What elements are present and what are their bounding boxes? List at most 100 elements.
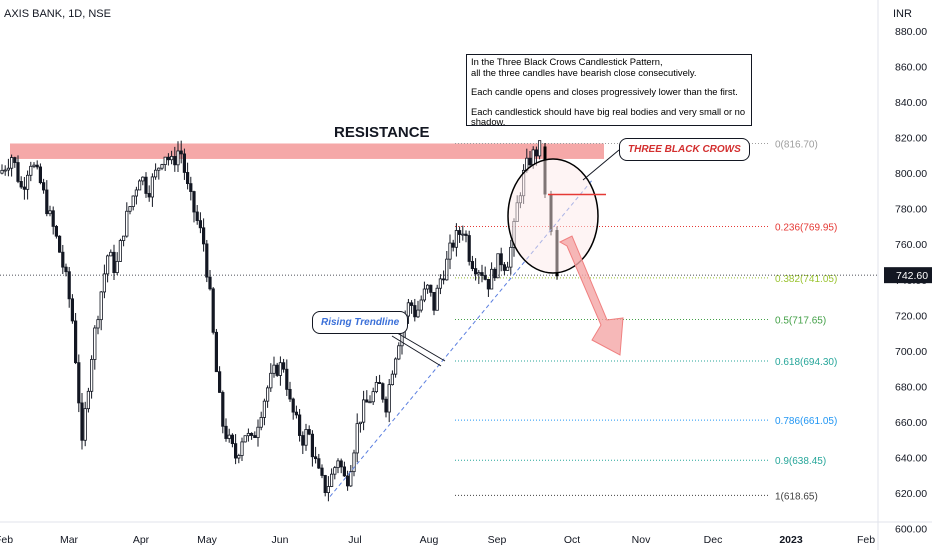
candle-body-61 bbox=[195, 211, 199, 222]
candle-body-74 bbox=[237, 455, 241, 459]
candle-body-44 bbox=[141, 176, 145, 182]
candle-body-145 bbox=[464, 233, 468, 236]
candle-body-12 bbox=[38, 166, 43, 184]
currency-label: INR bbox=[893, 8, 912, 20]
candle-body-81 bbox=[259, 417, 263, 428]
candle-body-58 bbox=[185, 172, 190, 185]
candle-body-109 bbox=[349, 471, 353, 487]
candle-body-79 bbox=[253, 435, 257, 439]
candle-body-157 bbox=[502, 264, 507, 271]
candle-body-68 bbox=[217, 371, 222, 393]
candle-body-142 bbox=[454, 230, 459, 248]
three-black-crows-callout: THREE BLACK CROWS bbox=[619, 138, 750, 161]
candle-body-96 bbox=[307, 429, 311, 435]
candle-body-72 bbox=[230, 434, 234, 445]
candle-body-86 bbox=[275, 364, 279, 376]
x-tick-8: Oct bbox=[564, 534, 580, 546]
candle-body-158 bbox=[505, 266, 510, 271]
candle-body-127 bbox=[406, 302, 411, 317]
candle-body-152 bbox=[486, 278, 491, 290]
candle-body-71 bbox=[227, 434, 231, 439]
candle-body-131 bbox=[419, 299, 423, 311]
y-tick-2: 840.00 bbox=[895, 97, 927, 109]
x-tick-11: 2023 bbox=[779, 534, 803, 546]
candle-body-0 bbox=[0, 169, 4, 174]
candle-body-37 bbox=[118, 240, 122, 262]
candle-body-118 bbox=[377, 382, 382, 385]
candle-body-49 bbox=[157, 167, 161, 171]
candle-body-19 bbox=[61, 251, 65, 268]
candle-body-114 bbox=[365, 399, 369, 403]
candle-body-167 bbox=[534, 149, 539, 157]
candle-body-103 bbox=[329, 473, 334, 487]
candle-body-156 bbox=[499, 253, 503, 266]
candle-body-65 bbox=[208, 276, 212, 290]
candle-body-110 bbox=[352, 452, 356, 473]
candle-body-90 bbox=[288, 388, 292, 400]
resistance-label: RESISTANCE bbox=[334, 124, 430, 141]
y-tick-14: 600.00 bbox=[895, 524, 927, 536]
candle-body-55 bbox=[176, 150, 180, 166]
candle-body-17 bbox=[54, 226, 59, 237]
x-tick-4: Jun bbox=[272, 534, 289, 546]
x-tick-1: Mar bbox=[60, 534, 79, 546]
fib-label-6: 0.9(638.45) bbox=[775, 456, 826, 467]
candle-body-50 bbox=[160, 164, 164, 169]
candle-body-137 bbox=[438, 278, 443, 289]
candle-body-116 bbox=[371, 391, 375, 403]
candle-body-75 bbox=[240, 441, 244, 456]
candle-body-123 bbox=[393, 358, 398, 375]
candle-body-69 bbox=[221, 392, 225, 427]
candle-body-11 bbox=[35, 164, 39, 168]
candle-body-166 bbox=[531, 149, 535, 166]
candle-body-18 bbox=[58, 235, 62, 253]
last-price-label: 742.60 bbox=[896, 270, 928, 282]
candle-body-40 bbox=[128, 206, 132, 212]
candle-body-51 bbox=[163, 156, 167, 165]
candle-body-38 bbox=[122, 235, 126, 241]
rising-trendline-callout: Rising Trendline bbox=[312, 311, 409, 334]
note-line-3: Each candlestick should have big real bo… bbox=[471, 105, 746, 127]
fib-label-5: 0.786(661.05) bbox=[775, 416, 837, 427]
candle-body-2 bbox=[6, 167, 10, 171]
rising-trendline bbox=[329, 179, 593, 497]
candle-body-124 bbox=[397, 345, 401, 360]
candle-body-100 bbox=[320, 467, 324, 476]
candle-body-28 bbox=[90, 359, 94, 392]
candle-body-146 bbox=[467, 235, 471, 262]
candle-body-4 bbox=[13, 157, 17, 163]
candle-body-14 bbox=[45, 189, 49, 215]
candle-body-48 bbox=[153, 169, 158, 178]
candle-body-35 bbox=[112, 251, 116, 273]
downward-arrow bbox=[558, 235, 624, 356]
candle-body-24 bbox=[77, 362, 81, 404]
candle-body-111 bbox=[355, 423, 359, 454]
fib-label-7: 1(618.65) bbox=[775, 491, 818, 502]
candle-body-63 bbox=[201, 227, 206, 245]
fib-label-4: 0.618(694.30) bbox=[775, 357, 837, 368]
candle-body-20 bbox=[64, 266, 68, 273]
candle-body-153 bbox=[489, 268, 494, 290]
fib-label-2: 0.382(741.05) bbox=[775, 274, 837, 285]
x-tick-0: Feb bbox=[0, 534, 13, 546]
candle-body-26 bbox=[83, 408, 87, 441]
candle-body-77 bbox=[246, 432, 250, 437]
candle-body-122 bbox=[390, 373, 395, 386]
y-tick-11: 660.00 bbox=[895, 417, 927, 429]
note-line-2: Each candle opens and closes progressive… bbox=[471, 86, 738, 97]
candle-body-83 bbox=[265, 387, 270, 402]
candle-body-46 bbox=[147, 193, 151, 198]
candle-body-117 bbox=[374, 382, 379, 393]
candle-body-59 bbox=[189, 183, 193, 192]
candle-body-67 bbox=[214, 331, 218, 373]
candle-body-53 bbox=[169, 156, 174, 161]
last-price-badge bbox=[884, 267, 932, 284]
y-tick-6: 760.00 bbox=[895, 239, 927, 251]
candle-body-33 bbox=[106, 255, 110, 275]
candle-body-92 bbox=[294, 411, 299, 416]
pattern-circle bbox=[507, 158, 599, 274]
candle-body-102 bbox=[326, 486, 331, 493]
candle-body-108 bbox=[345, 475, 350, 487]
candle-body-133 bbox=[425, 284, 430, 290]
candle-body-148 bbox=[473, 268, 478, 275]
